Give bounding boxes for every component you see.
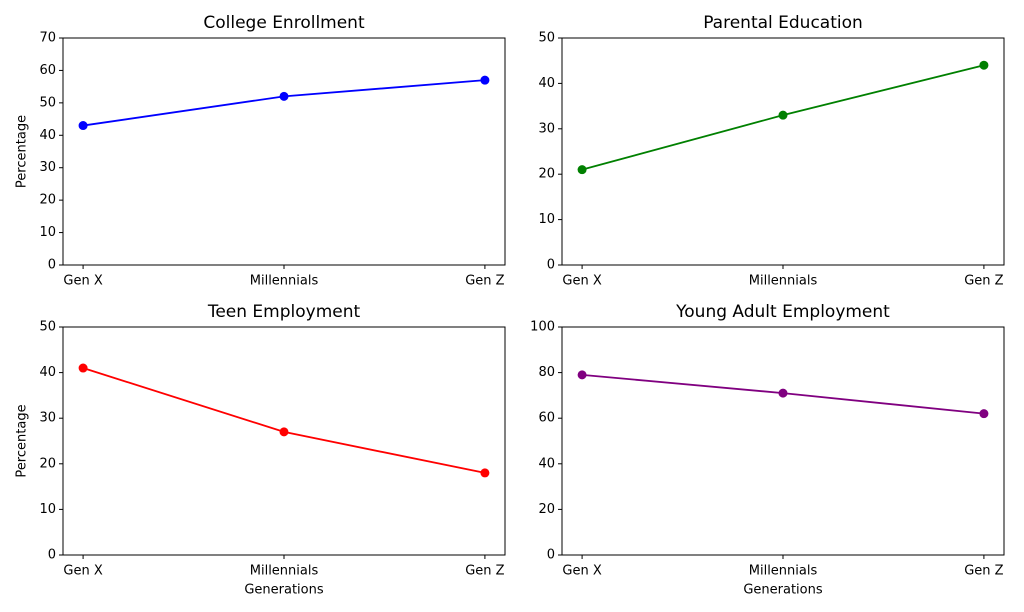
chart-title: Teen Employment <box>207 302 361 322</box>
y-axis-label: Percentage <box>15 404 30 477</box>
x-tick-label: Gen Z <box>964 274 1003 289</box>
x-tick-label: Gen Z <box>465 564 504 579</box>
y-tick-label: 50 <box>538 31 555 46</box>
chart-title: Young Adult Employment <box>675 302 890 322</box>
y-tick-label: 20 <box>39 456 56 471</box>
chart-title: Parental Education <box>703 13 863 33</box>
point <box>979 60 989 70</box>
y-tick-label: 60 <box>538 411 555 426</box>
x-tick-label: Millennials <box>749 564 818 579</box>
x-tick-label: Gen Z <box>964 564 1003 579</box>
y-tick-label: 30 <box>39 160 56 175</box>
y-tick-label: 20 <box>39 193 56 208</box>
y-tick-label: 0 <box>547 548 555 563</box>
chart-title: College Enrollment <box>203 13 365 33</box>
point <box>577 370 587 380</box>
plot-frame <box>561 37 1005 266</box>
y-tick-label: 10 <box>538 212 555 227</box>
y-tick-label: 40 <box>538 76 555 91</box>
y-axis-label: Percentage <box>15 115 30 188</box>
x-tick-label: Gen X <box>63 564 102 579</box>
y-tick-label: 10 <box>39 502 56 517</box>
point <box>480 468 490 478</box>
x-axis-label: Generations <box>743 583 823 598</box>
x-tick-label: Millennials <box>749 274 818 289</box>
y-tick-label: 20 <box>538 167 555 182</box>
y-tick-label: 30 <box>538 121 555 136</box>
y-tick-label: 100 <box>530 320 555 335</box>
plot-frame <box>561 326 1005 556</box>
point <box>778 388 788 398</box>
y-tick-label: 40 <box>538 456 555 471</box>
y-tick-label: 80 <box>538 365 555 380</box>
x-tick-label: Millennials <box>250 274 319 289</box>
y-tick-label: 50 <box>39 320 56 335</box>
y-tick-label: 70 <box>39 31 56 46</box>
point <box>78 121 88 131</box>
y-tick-label: 30 <box>39 411 56 426</box>
x-axis-label: Generations <box>244 583 324 598</box>
point <box>778 110 788 120</box>
y-tick-label: 60 <box>39 63 56 78</box>
x-tick-label: Millennials <box>250 564 319 579</box>
y-tick-label: 40 <box>39 128 56 143</box>
y-tick-label: 0 <box>48 548 56 563</box>
point <box>979 409 989 419</box>
x-tick-label: Gen X <box>562 564 601 579</box>
y-tick-label: 0 <box>48 258 56 273</box>
y-tick-label: 50 <box>39 95 56 110</box>
point <box>78 363 88 373</box>
x-tick-label: Gen X <box>63 274 102 289</box>
y-tick-label: 20 <box>538 502 555 517</box>
point <box>279 91 289 101</box>
line <box>82 367 486 474</box>
point <box>279 427 289 437</box>
point <box>577 165 587 175</box>
y-tick-label: 40 <box>39 365 56 380</box>
plot-frame <box>62 326 506 556</box>
line <box>82 79 485 127</box>
plot-frame <box>62 37 506 266</box>
point <box>480 75 490 85</box>
x-tick-label: Gen X <box>562 274 601 289</box>
y-tick-label: 10 <box>39 225 56 240</box>
x-tick-label: Gen Z <box>465 274 504 289</box>
y-tick-label: 0 <box>547 258 555 273</box>
